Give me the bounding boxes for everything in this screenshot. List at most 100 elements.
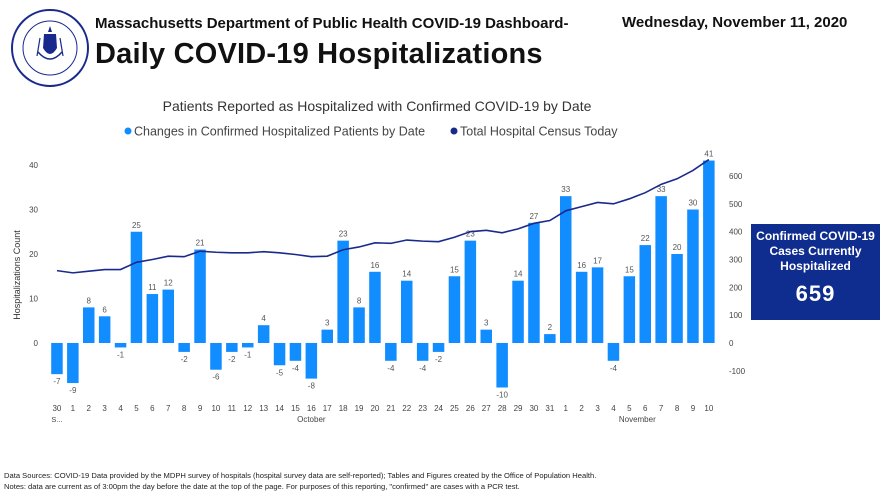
bar: [591, 267, 604, 343]
bar: [401, 280, 413, 343]
y-tick-label: 40: [29, 161, 38, 170]
x-tick-label: 21: [386, 404, 395, 413]
bar: [671, 254, 683, 343]
bar: [369, 271, 381, 343]
y2-tick-label: 0: [729, 339, 734, 348]
bar-data-label: 15: [625, 265, 634, 274]
x-tick-label: 13: [259, 404, 268, 413]
report-date: Wednesday, November 11, 2020: [622, 14, 848, 31]
bar: [178, 343, 190, 352]
y-tick-label: 0: [34, 339, 39, 348]
bar-data-label: 16: [577, 261, 586, 270]
x-tick-label: 24: [434, 404, 443, 413]
x-tick-label: 4: [611, 404, 616, 413]
bar-data-label: 33: [657, 185, 666, 194]
bar: [496, 343, 508, 388]
x-tick-label: 8: [675, 404, 680, 413]
x-tick-label: 5: [627, 404, 632, 413]
bar-data-label: 16: [370, 261, 379, 270]
bar-data-label: 14: [402, 270, 411, 279]
y-tick-label: 30: [29, 206, 38, 215]
x-tick-label: 30: [529, 404, 538, 413]
x-tick-label: 3: [102, 404, 107, 413]
bar-data-label: 27: [529, 212, 538, 221]
bar-data-label: -4: [292, 364, 300, 373]
bar: [337, 240, 349, 343]
bar-data-label: 33: [561, 185, 570, 194]
bar-data-label: 22: [641, 234, 650, 243]
bar-data-label: 11: [148, 283, 157, 292]
legend-marker: [124, 127, 132, 135]
bar-data-label: 30: [688, 199, 697, 208]
bar-data-label: 3: [325, 319, 330, 328]
bar-data-label: -2: [435, 355, 443, 364]
bar: [607, 343, 620, 361]
bar: [353, 307, 365, 343]
bar-data-label: 21: [196, 239, 205, 248]
bar-data-label: -8: [308, 382, 316, 391]
x-tick-label: 7: [166, 404, 171, 413]
bar: [448, 276, 461, 343]
bar-data-label: -2: [228, 355, 236, 364]
bar: [416, 343, 429, 361]
bar-data-label: -10: [496, 391, 508, 400]
bar: [67, 343, 79, 384]
bar: [289, 343, 302, 361]
x-tick-label: 4: [118, 404, 123, 413]
bar: [226, 343, 238, 352]
footer-notes: Data Sources: COVID-19 Data provided by …: [4, 470, 596, 492]
bar: [512, 280, 524, 343]
x-tick-label: 3: [595, 404, 600, 413]
massachusetts-dph-seal-icon: [11, 9, 89, 87]
bar: [130, 231, 143, 343]
bar: [146, 294, 159, 343]
x-tick-label: 26: [466, 404, 475, 413]
x-tick-label: 20: [370, 404, 379, 413]
y2-tick-label: 300: [729, 256, 743, 265]
bar: [210, 343, 222, 370]
footer-notes-line: Notes: data are current as of 3:00pm the…: [4, 482, 520, 491]
x-tick-label: 9: [691, 404, 696, 413]
bar-data-label: -1: [244, 350, 252, 359]
y-tick-label: 20: [29, 250, 38, 259]
bar: [51, 343, 63, 375]
x-tick-label: 12: [243, 404, 252, 413]
y2-tick-label: 600: [729, 172, 743, 181]
x-tick-label: 6: [643, 404, 648, 413]
x-month-label: October: [297, 415, 326, 424]
x-tick-label: 15: [291, 404, 300, 413]
bar-data-label: 6: [102, 305, 107, 314]
y2-tick-label: 500: [729, 200, 743, 209]
x-tick-label: 18: [339, 404, 348, 413]
x-tick-label: 6: [150, 404, 155, 413]
bar: [385, 343, 397, 361]
bar: [257, 325, 270, 343]
kpi-card: Confirmed COVID-19 Cases Currently Hospi…: [751, 224, 880, 320]
y2-tick-label: 400: [729, 228, 743, 237]
footer-data-sources: Data Sources: COVID-19 Data provided by …: [4, 471, 597, 480]
x-tick-label: 29: [514, 404, 523, 413]
bar-data-label: 25: [132, 221, 141, 230]
x-tick-label: 22: [402, 404, 411, 413]
x-tick-label: 10: [211, 404, 220, 413]
y2-tick-label: -100: [729, 367, 746, 376]
bar: [114, 343, 127, 348]
x-tick-label: 14: [275, 404, 284, 413]
x-tick-label: 7: [659, 404, 664, 413]
y2-tick-label: 200: [729, 283, 743, 292]
x-tick-label: 9: [198, 404, 203, 413]
x-tick-label: 2: [87, 404, 92, 413]
bar-data-label: -2: [181, 355, 189, 364]
bar: [273, 343, 286, 366]
x-tick-label: 19: [355, 404, 364, 413]
bar-data-label: 2: [548, 323, 553, 332]
bar: [639, 245, 651, 343]
bar-data-label: 17: [593, 256, 602, 265]
bar-data-label: 20: [673, 243, 682, 252]
bar-data-label: -6: [212, 373, 220, 382]
bar: [623, 276, 636, 343]
bar: [655, 196, 667, 343]
bar-data-label: 12: [164, 279, 173, 288]
bar: [528, 222, 540, 343]
bar: [321, 329, 333, 343]
